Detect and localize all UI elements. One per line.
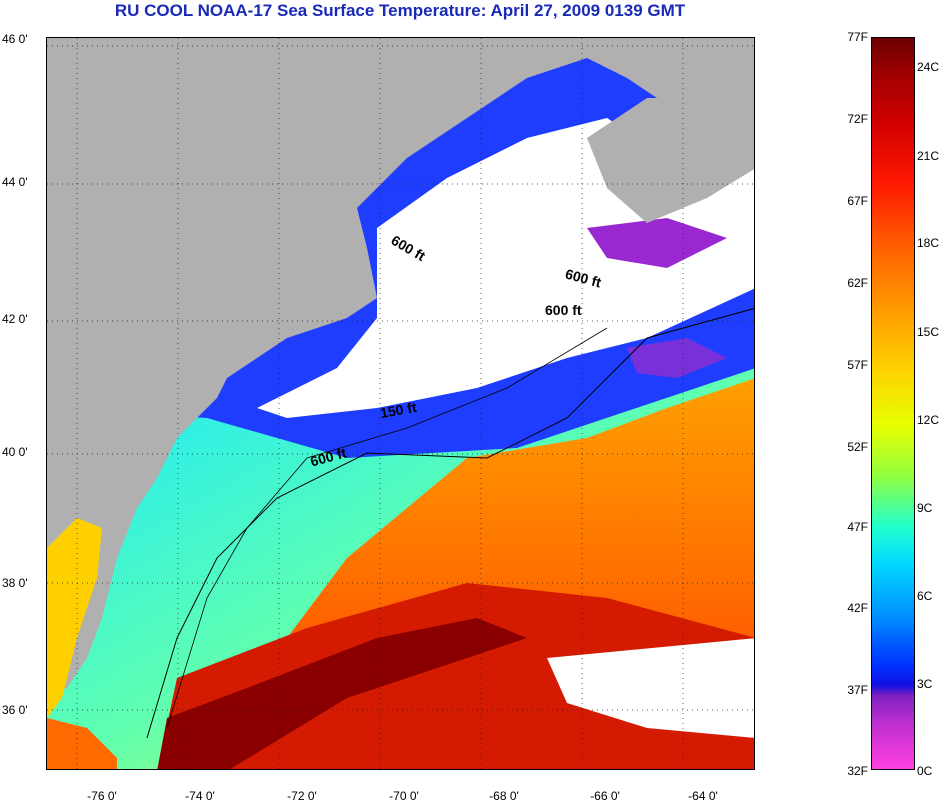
colorbar-label-f: 57F — [847, 358, 868, 372]
colorbar-label-f: 47F — [847, 520, 868, 534]
isobath-150ft — [166, 327, 608, 729]
contour-label-600ft-3: 600 ft — [545, 302, 582, 318]
colorbar-label-c: 9C — [917, 501, 933, 515]
land-us-northeast — [47, 38, 754, 698]
sst-map — [46, 37, 755, 770]
colorbar-label-c: 6C — [917, 589, 933, 603]
lat-label: 46 0' — [2, 32, 28, 46]
colorbar-label-f: 52F — [847, 440, 868, 454]
isobath-600ft — [146, 308, 754, 739]
colorbar-label-c: 24C — [917, 60, 940, 74]
cape-hatteras-water — [47, 718, 117, 769]
map-title: RU COOL NOAA-17 Sea Surface Temperature:… — [114, 1, 686, 20]
lat-label: 44 0' — [2, 175, 28, 189]
colorbar-label-c: 3C — [917, 677, 933, 691]
colorbar-label-f: 42F — [847, 601, 868, 615]
lon-label: -66 0' — [590, 789, 620, 803]
chesapeake-bay — [47, 518, 102, 718]
lon-label: -70 0' — [389, 789, 419, 803]
gulf-stream-core — [157, 618, 527, 769]
temperature-colorbar — [871, 37, 915, 770]
land-nova-scotia — [587, 98, 754, 223]
lat-label: 40 0' — [2, 445, 28, 459]
colorbar-label-c: 0C — [917, 764, 933, 778]
lat-label: 38 0' — [2, 576, 28, 590]
purple-cold-patch-2 — [627, 338, 727, 378]
colorbar-label-f: 32F — [847, 764, 868, 778]
lon-label: -76 0' — [87, 789, 117, 803]
colorbar-label-c: 12C — [917, 413, 940, 427]
colorbar-label-f: 67F — [847, 194, 868, 208]
sst-map-graphic — [47, 38, 754, 769]
lat-label: 42 0' — [2, 312, 28, 326]
colorbar-label-f: 72F — [847, 112, 868, 126]
lon-label: -72 0' — [287, 789, 317, 803]
colorbar-label-f: 62F — [847, 276, 868, 290]
purple-cold-patch-1 — [587, 218, 727, 268]
graticule — [47, 38, 754, 769]
lon-label: -64 0' — [688, 789, 718, 803]
colorbar-label-f: 77F — [847, 30, 868, 44]
colorbar-label-f: 37F — [847, 683, 868, 697]
lat-label: 36 0' — [2, 703, 28, 717]
colorbar-label-c: 21C — [917, 149, 940, 163]
colorbar-label-c: 18C — [917, 236, 940, 250]
lon-label: -68 0' — [489, 789, 519, 803]
southeast-cloud — [547, 638, 754, 738]
lon-label: -74 0' — [185, 789, 215, 803]
colorbar-label-c: 15C — [917, 325, 940, 339]
